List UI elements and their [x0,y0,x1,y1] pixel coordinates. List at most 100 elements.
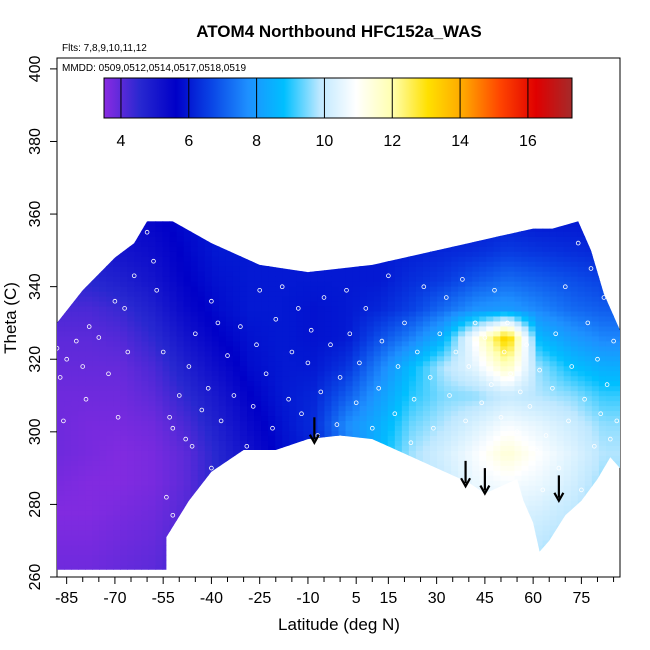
heat-cell [359,390,368,397]
heat-cell [120,455,128,461]
heat-cell [64,400,72,407]
heat-cell [64,246,72,252]
heat-cell [275,534,283,541]
heat-cell [549,549,558,556]
heat-cell [338,370,347,377]
heat-cell [493,246,501,252]
heat-cell [71,465,79,471]
heat-cell [176,350,185,357]
heat-cell [310,295,318,302]
heat-cell [556,510,565,516]
heat-cell [204,470,213,476]
heat-cell [542,226,551,232]
heat-cell [282,450,290,456]
heat-cell [113,480,121,486]
heat-cell [493,305,501,312]
heat-cell [373,460,382,466]
heat-cell [479,514,487,521]
heat-cell [429,549,438,556]
heat-cell [155,380,164,387]
heat-cell [204,251,213,257]
heat-cell [169,510,178,516]
heat-cell [500,505,508,511]
heat-cell [282,519,290,526]
heat-cell [521,375,530,382]
heat-cell [493,286,501,292]
heat-cell [451,485,459,491]
heat-cell [331,330,340,337]
heat-cell [289,470,297,476]
heat-cell [225,470,234,476]
heat-cell [408,375,417,382]
heat-cell [317,350,326,357]
heat-cell [542,490,551,496]
heat-cell [373,455,382,461]
heat-cell [401,505,410,511]
heat-cell [331,500,340,506]
heat-cell [296,251,304,257]
heat-cell [451,380,459,387]
heat-cell [106,291,114,297]
heat-cell [78,395,86,402]
heat-cell [514,231,523,237]
heat-field [57,221,620,570]
heat-cell [57,261,65,267]
heat-cell [275,365,283,372]
heat-cell [549,295,558,302]
heat-cell [366,390,375,397]
heat-cell [387,300,396,307]
heat-cell [218,246,227,252]
heat-cell [458,445,466,451]
heat-cell [190,465,199,471]
heat-cell [106,375,114,382]
heat-cell [183,564,192,570]
heat-cell [310,510,318,516]
heat-cell [324,246,333,252]
heat-cell [507,534,516,541]
heat-cell [127,236,136,242]
heat-cell [254,295,262,302]
heat-cell [275,455,283,461]
heat-cell [85,345,93,352]
heat-cell [542,480,551,486]
heat-cell [401,281,410,287]
heat-cell [359,380,368,387]
heat-cell [479,460,487,466]
heat-cell [324,460,333,466]
heat-cell [127,305,136,312]
heat-cell [78,490,86,496]
heat-cell [310,564,318,570]
heat-cell [338,221,347,227]
heat-cell [352,460,361,466]
heat-cell [64,345,72,352]
heat-cell [444,380,452,387]
heat-cell [338,559,347,566]
heat-cell [190,420,199,426]
heat-cell [190,256,199,262]
heat-cell [71,480,79,486]
heat-cell [380,495,389,501]
heat-cell [92,410,100,417]
heat-cell [197,271,206,277]
heat-cell [437,236,445,242]
heat-cell [211,554,220,561]
heat-cell [542,286,551,292]
heat-cell [134,241,143,247]
heat-cell [225,281,234,287]
heat-cell [514,286,523,292]
heat-cell [514,435,523,441]
heat-cell [514,276,523,282]
heat-cell [155,355,164,362]
heat-cell [134,350,143,357]
heat-cell [85,266,93,272]
heat-cell [183,231,192,237]
heat-cell [331,261,340,267]
heat-cell [275,465,283,471]
heat-cell [197,390,206,397]
heat-cell [479,271,487,277]
heat-cell [338,400,347,407]
heat-cell [282,221,290,227]
heat-cell [451,355,459,362]
heat-cell [261,455,269,461]
heat-cell [303,564,311,570]
